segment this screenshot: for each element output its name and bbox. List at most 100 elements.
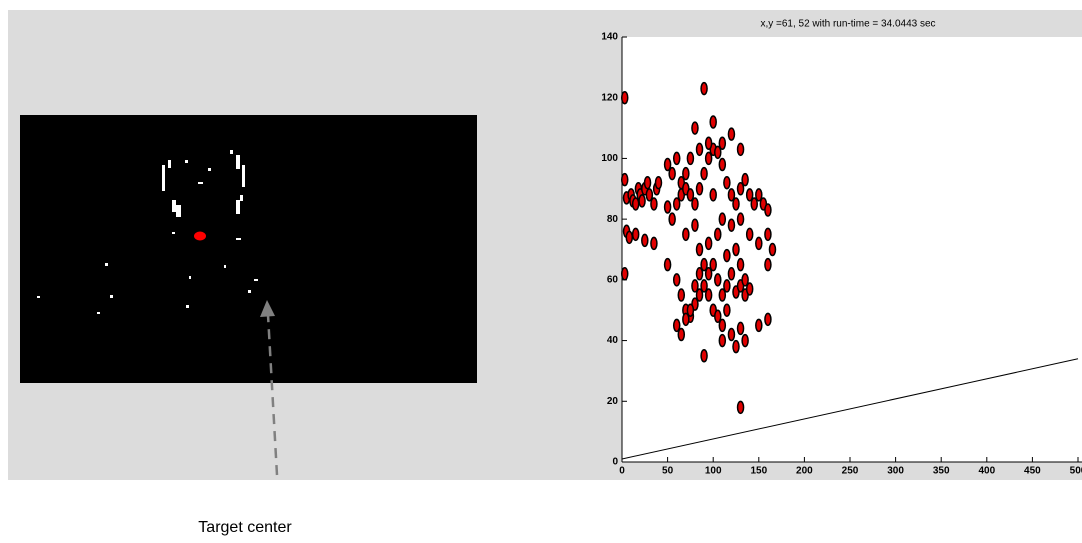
scatter-point	[677, 288, 686, 302]
plot: 0 20 40 60 80 100 120 140 0 50 100 150 200 250 300 350 4…	[601, 32, 1082, 477]
scatter-point	[709, 115, 717, 129]
scatter-point	[654, 175, 663, 190]
scatter-point	[718, 212, 727, 226]
scatter-point	[625, 230, 634, 245]
scatter-point	[620, 172, 629, 187]
scatter-point	[736, 321, 745, 336]
scatter-point	[718, 288, 727, 302]
y-tick-label: 140	[601, 32, 618, 43]
y-tick-label: 20	[607, 396, 619, 407]
scatter-point	[764, 312, 772, 327]
scatter-point	[736, 257, 745, 272]
scatter-point	[641, 233, 649, 248]
scatter-point	[672, 318, 681, 333]
scatter-point	[736, 182, 745, 196]
scatter-point	[695, 142, 704, 157]
scatter-point	[714, 309, 722, 324]
scatter-point	[718, 333, 727, 348]
scatter-point	[741, 273, 749, 287]
x-tick-label: 300	[887, 466, 904, 477]
scatter-point	[691, 279, 699, 293]
scatter-point	[755, 188, 763, 202]
scatter-point	[741, 172, 749, 187]
scatter-point	[718, 157, 727, 172]
annotation: Target center	[198, 519, 292, 536]
scatter-point	[755, 236, 763, 251]
y-tick-label: 120	[601, 92, 618, 103]
scatter-point	[764, 257, 772, 272]
scatter-point	[723, 248, 731, 263]
binary-image	[20, 115, 477, 383]
scatter-point	[727, 267, 736, 281]
scatter-point	[682, 227, 690, 242]
scatter-point	[704, 136, 713, 150]
scatter-point	[727, 188, 736, 202]
scatter-point	[695, 288, 704, 302]
x-tick-label: 0	[619, 466, 625, 477]
scatter-point	[755, 318, 763, 333]
x-tick-label: 350	[933, 466, 950, 477]
scatter-point	[718, 318, 727, 333]
scatter-point	[718, 136, 727, 150]
scatter-point	[768, 242, 777, 257]
scatter-point	[704, 267, 713, 281]
scatter-point	[686, 151, 695, 166]
scatter-point	[709, 188, 717, 202]
scatter-point	[700, 257, 708, 272]
scatter-point	[663, 157, 672, 172]
scatter-point	[672, 273, 681, 287]
scatter-point	[700, 349, 708, 363]
scatter-point	[764, 227, 772, 242]
scatter-point	[714, 227, 722, 242]
x-tick-label: 100	[705, 466, 722, 477]
scatter-point	[764, 203, 772, 217]
scatter-point	[631, 197, 640, 211]
y-tick-label: 0	[612, 457, 618, 468]
scatter-point	[723, 279, 731, 293]
plot-area	[622, 37, 1082, 462]
scatter-point	[732, 197, 740, 211]
scatter-point	[686, 303, 695, 317]
scatter-point	[668, 212, 676, 226]
scatter-point	[750, 197, 758, 211]
scatter-point	[700, 279, 708, 293]
scatter-point	[723, 303, 731, 317]
scatter-point	[650, 236, 658, 251]
scatter-point	[677, 327, 686, 342]
scatter-point	[745, 188, 754, 202]
image-specks	[37, 150, 258, 314]
scatter-point	[704, 151, 713, 166]
y-tick-label: 80	[607, 214, 619, 225]
scatter-point	[645, 188, 654, 202]
scatter-point	[745, 227, 754, 242]
scatter-point	[700, 166, 708, 181]
scatter-point	[714, 273, 722, 287]
scatter-point	[736, 400, 745, 415]
scatter-point	[745, 282, 754, 296]
scatter-point	[672, 197, 681, 211]
scatter-point	[723, 175, 731, 190]
x-tick-label: 450	[1024, 466, 1041, 477]
scatter-point	[736, 142, 745, 157]
x-tick-label: 200	[796, 466, 813, 477]
scatter-point	[682, 166, 690, 181]
scatter-point	[714, 145, 722, 160]
scatter-point	[704, 236, 713, 251]
scatter-point	[727, 127, 736, 141]
scatter-point	[650, 197, 658, 211]
scatter-point	[695, 182, 704, 196]
y-tick-label: 60	[607, 274, 619, 285]
scatter-point	[704, 288, 713, 302]
scatter-point	[631, 227, 640, 242]
scatter-point	[663, 257, 672, 272]
scatter-point	[643, 175, 652, 190]
trend-line	[621, 358, 1079, 460]
scatter-point	[736, 212, 745, 226]
scatter-point	[709, 257, 717, 272]
scatter-point	[700, 81, 708, 96]
arrow-head	[260, 300, 275, 317]
y-tick-label: 100	[601, 153, 618, 164]
scatter-point	[732, 242, 740, 257]
target-dot	[194, 231, 206, 241]
